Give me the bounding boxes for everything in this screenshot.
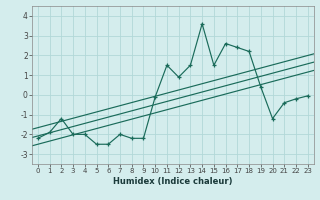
X-axis label: Humidex (Indice chaleur): Humidex (Indice chaleur) — [113, 177, 233, 186]
